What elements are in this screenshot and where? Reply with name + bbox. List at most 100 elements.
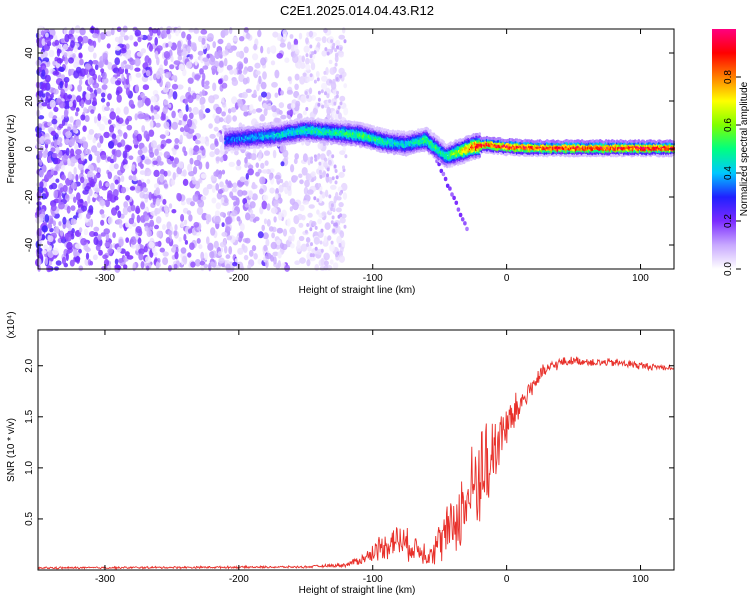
noise-cell bbox=[142, 193, 150, 199]
noise-cell bbox=[46, 171, 53, 180]
noise-cell bbox=[55, 44, 62, 51]
noise-cell bbox=[262, 194, 269, 201]
noise-cell bbox=[123, 264, 128, 270]
noise-cell bbox=[333, 101, 337, 106]
noise-cell bbox=[338, 202, 344, 208]
noise-cell bbox=[44, 256, 49, 266]
noise-cell bbox=[100, 97, 106, 103]
noise-cell bbox=[49, 99, 56, 109]
noise-cell bbox=[302, 200, 310, 205]
noise-cell bbox=[208, 95, 215, 104]
noise-cell bbox=[40, 30, 45, 36]
noise-cell bbox=[327, 235, 332, 241]
noise-cell bbox=[107, 61, 113, 70]
ridge-cell bbox=[259, 122, 262, 126]
noise-cell bbox=[141, 125, 146, 133]
noise-cell bbox=[75, 149, 82, 155]
noise-cell bbox=[124, 67, 129, 75]
noise-cell bbox=[272, 251, 279, 257]
noise-cell bbox=[189, 242, 195, 250]
noise-cell bbox=[331, 215, 335, 220]
noise-cell bbox=[201, 78, 205, 88]
noise-cell bbox=[305, 57, 310, 65]
noise-cell bbox=[113, 163, 119, 170]
noise-cell bbox=[330, 48, 334, 53]
noise-cell bbox=[109, 163, 116, 172]
noise-cell bbox=[130, 236, 137, 245]
noise-cell bbox=[278, 184, 284, 193]
noise-cell bbox=[50, 168, 54, 176]
noise-cell bbox=[65, 233, 72, 242]
noise-cell bbox=[52, 220, 57, 227]
noise-cell bbox=[198, 244, 203, 250]
noise-cell bbox=[210, 261, 215, 267]
noise-cell bbox=[107, 265, 111, 270]
noise-cell bbox=[35, 132, 43, 138]
noise-cell bbox=[115, 149, 122, 158]
noise-cell bbox=[233, 201, 237, 207]
noise-cell bbox=[321, 104, 325, 109]
noise-cell bbox=[224, 245, 228, 254]
noise-cell bbox=[163, 170, 168, 177]
noise-cell bbox=[201, 89, 206, 97]
noise-cell bbox=[175, 29, 180, 37]
noise-cell bbox=[43, 51, 48, 58]
noise-cell bbox=[99, 199, 106, 207]
noise-cell bbox=[181, 31, 186, 39]
noise-cell bbox=[122, 150, 128, 159]
noise-cell bbox=[334, 180, 338, 185]
noise-cell bbox=[162, 251, 169, 257]
noise-cell bbox=[129, 34, 134, 41]
noise-cell bbox=[79, 58, 84, 66]
noise-cell bbox=[55, 260, 62, 266]
noise-cell bbox=[80, 238, 87, 246]
noise-cell bbox=[284, 180, 289, 188]
noise-cell bbox=[118, 35, 123, 45]
noise-cell bbox=[209, 251, 215, 259]
noise-cell bbox=[192, 92, 197, 100]
noise-cell bbox=[68, 101, 73, 108]
noise-cell bbox=[314, 246, 318, 251]
noise-cell bbox=[291, 233, 295, 242]
noise-cell bbox=[250, 153, 257, 161]
noise-cell bbox=[276, 239, 281, 246]
noise-cell bbox=[86, 182, 92, 190]
noise-cell bbox=[313, 50, 317, 55]
noise-cell bbox=[53, 189, 59, 199]
noise-cell bbox=[215, 106, 222, 115]
noise-cell bbox=[309, 227, 313, 232]
noise-cell bbox=[315, 183, 319, 188]
noise-cell bbox=[171, 75, 177, 81]
noise-cell bbox=[92, 254, 98, 261]
noise-cell bbox=[43, 244, 48, 250]
noise-cell bbox=[73, 45, 78, 53]
noise-cell bbox=[314, 263, 320, 272]
noise-cell bbox=[299, 76, 306, 85]
noise-cell bbox=[335, 207, 342, 213]
noise-cell bbox=[253, 252, 258, 260]
noise-cell bbox=[73, 167, 77, 175]
noise-cell bbox=[172, 172, 176, 181]
noise-cell bbox=[154, 105, 160, 110]
noise-cell bbox=[84, 247, 91, 253]
noise-cell bbox=[48, 111, 54, 119]
noise-cell bbox=[172, 91, 178, 100]
noise-cell bbox=[269, 187, 275, 194]
noise-cell bbox=[239, 176, 246, 183]
noise-cell bbox=[306, 259, 311, 267]
noise-cell bbox=[196, 238, 201, 244]
noise-cell bbox=[249, 209, 254, 214]
noise-cell bbox=[317, 142, 323, 150]
noise-cell bbox=[93, 174, 98, 183]
noise-cell bbox=[225, 254, 231, 259]
noise-cell bbox=[276, 52, 284, 59]
noise-cell bbox=[254, 62, 261, 69]
noise-cell bbox=[80, 99, 85, 109]
noise-cell bbox=[334, 54, 339, 63]
noise-cell bbox=[190, 42, 197, 48]
noise-cell bbox=[335, 94, 339, 99]
noise-cell bbox=[299, 204, 305, 212]
noise-cell bbox=[92, 82, 100, 89]
noise-cell bbox=[223, 238, 227, 244]
noise-cell bbox=[335, 77, 339, 81]
